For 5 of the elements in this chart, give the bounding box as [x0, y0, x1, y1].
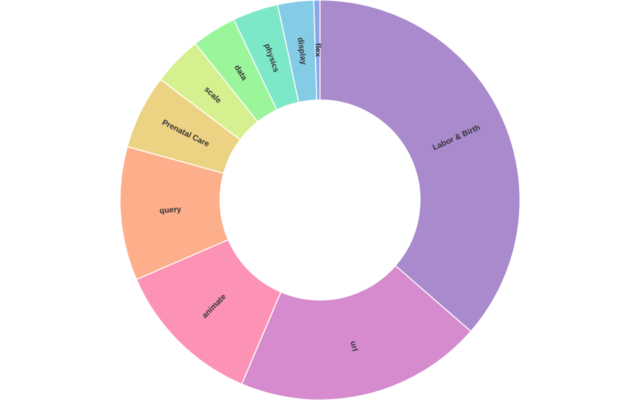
slice-label: display	[296, 36, 308, 66]
slice-label: url	[348, 340, 360, 352]
slice-label: flex	[313, 43, 323, 58]
slice-label: query	[159, 204, 182, 216]
slice-label: Labor & Birth	[431, 122, 482, 152]
